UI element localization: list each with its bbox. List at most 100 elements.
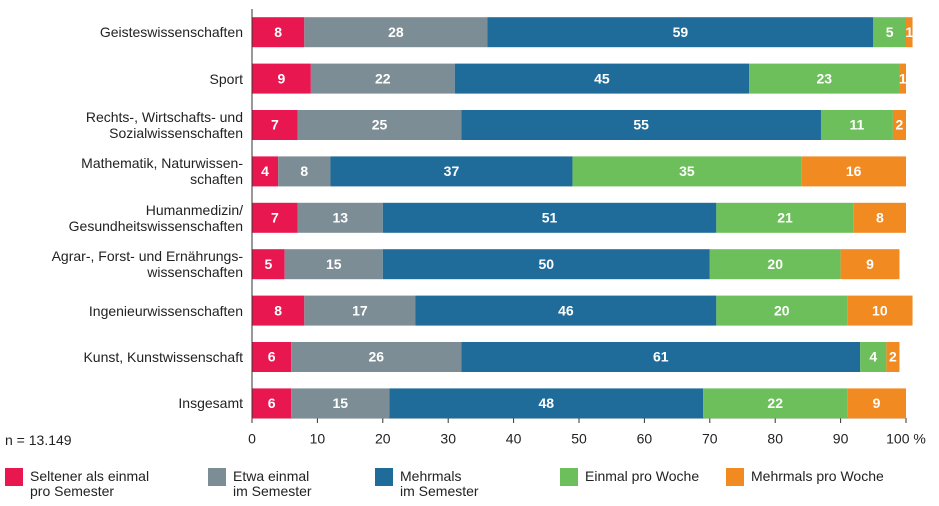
data-label: 9 bbox=[866, 256, 874, 272]
category-label: Insgesamt bbox=[178, 395, 243, 412]
data-label: 59 bbox=[673, 24, 689, 40]
bar-segment bbox=[461, 110, 821, 140]
bar-segment bbox=[252, 388, 292, 419]
data-label: 11 bbox=[850, 117, 865, 133]
data-label: 46 bbox=[558, 302, 574, 318]
bar-segment bbox=[461, 342, 861, 372]
x-tick-label: 40 bbox=[506, 431, 522, 447]
legend-label: Einmal pro Woche bbox=[585, 468, 700, 484]
bar-segment bbox=[252, 17, 305, 48]
data-label: 9 bbox=[278, 70, 286, 86]
x-tick-label: 30 bbox=[440, 431, 456, 447]
bar-segment bbox=[873, 17, 906, 48]
x-tick-label: 50 bbox=[571, 431, 587, 447]
bar-segment bbox=[382, 202, 717, 233]
bar-segment bbox=[310, 63, 455, 94]
data-label: 50 bbox=[539, 256, 555, 272]
x-tick-label: 20 bbox=[375, 431, 391, 447]
bar-segment bbox=[847, 295, 913, 326]
legend-label: Mehrmals pro Woche bbox=[751, 468, 884, 484]
data-label: 35 bbox=[679, 163, 695, 179]
bar-segment bbox=[252, 202, 298, 233]
legend-label: Mehrmals im Semester bbox=[400, 468, 479, 499]
bar-segment bbox=[297, 202, 383, 233]
bar-segment bbox=[454, 63, 750, 94]
legend-swatch bbox=[726, 468, 744, 486]
legend-label: Seltener als einmal pro Semester bbox=[30, 468, 150, 499]
bar-segment bbox=[252, 110, 298, 140]
data-label: 5 bbox=[886, 24, 894, 40]
data-label: 25 bbox=[372, 117, 388, 133]
bar-segment bbox=[840, 249, 900, 280]
bar-segment bbox=[252, 156, 279, 187]
data-label: 23 bbox=[816, 70, 832, 86]
bar-segment bbox=[284, 249, 383, 280]
data-label: 28 bbox=[388, 24, 404, 40]
bar-segment bbox=[382, 249, 710, 280]
bar-segment bbox=[886, 342, 900, 372]
bar-segment bbox=[291, 388, 390, 419]
data-label: 16 bbox=[846, 163, 862, 179]
data-label: 10 bbox=[872, 302, 888, 318]
bar-segment bbox=[892, 110, 906, 140]
bar-segment bbox=[415, 295, 717, 326]
category-label: Rechts-, Wirtschafts- und Sozialwissensc… bbox=[85, 109, 243, 141]
data-label: 20 bbox=[767, 256, 783, 272]
legend-swatch bbox=[375, 468, 393, 486]
x-tick-label: 60 bbox=[637, 431, 653, 447]
bar-segment bbox=[252, 342, 292, 372]
bar-segment bbox=[709, 249, 841, 280]
legend-swatch bbox=[208, 468, 226, 486]
bar-segment bbox=[291, 342, 462, 372]
category-label: Geisteswissenschaften bbox=[99, 24, 243, 41]
data-label: 21 bbox=[777, 210, 793, 226]
data-label: 22 bbox=[375, 70, 391, 86]
data-label: 1 bbox=[905, 24, 913, 40]
bar-segment bbox=[304, 17, 488, 48]
bar-segment bbox=[304, 295, 416, 326]
data-label: 13 bbox=[333, 210, 349, 226]
bar-segment bbox=[716, 202, 854, 233]
x-tick-label: 10 bbox=[310, 431, 326, 447]
data-label: 45 bbox=[594, 70, 610, 86]
data-label: 37 bbox=[444, 163, 460, 179]
x-tick-label: 0 bbox=[248, 431, 256, 447]
bar-segment bbox=[278, 156, 331, 187]
data-label: 15 bbox=[326, 256, 342, 272]
bar-segment bbox=[572, 156, 802, 187]
x-tick-label: 70 bbox=[702, 431, 718, 447]
data-label: 6 bbox=[268, 395, 276, 411]
category-label: Sport bbox=[209, 70, 243, 87]
category-label: Humanmedizin/ Gesundheitswissenschaften bbox=[68, 201, 243, 234]
bar-segment bbox=[820, 110, 893, 140]
bar-segment bbox=[716, 295, 848, 326]
bar-segment bbox=[252, 63, 311, 94]
category-label: Mathematik, Naturwissen- schaften bbox=[81, 155, 243, 188]
bar-segment bbox=[487, 17, 874, 48]
data-label: 8 bbox=[274, 302, 282, 318]
bar-segment bbox=[252, 295, 305, 326]
data-label: 8 bbox=[300, 163, 308, 179]
data-label: 22 bbox=[767, 395, 783, 411]
note: n = 13.149 bbox=[5, 432, 72, 448]
x-tick-label: 80 bbox=[767, 431, 783, 447]
bar-segment bbox=[853, 202, 906, 233]
data-label: 1 bbox=[899, 70, 907, 86]
data-label: 7 bbox=[271, 117, 279, 133]
bar-segment bbox=[906, 17, 913, 48]
data-label: 2 bbox=[889, 349, 897, 365]
data-label: 17 bbox=[352, 302, 368, 318]
bar-segment bbox=[899, 63, 906, 94]
data-label: 9 bbox=[873, 395, 881, 411]
data-label: 55 bbox=[633, 117, 649, 133]
data-label: 48 bbox=[539, 395, 555, 411]
category-label: Agrar-, Forst- und Ernährungs- wissensch… bbox=[51, 248, 243, 281]
x-tick-label: 100 % bbox=[886, 431, 926, 447]
data-label: 5 bbox=[264, 256, 272, 272]
x-tick-label: 90 bbox=[833, 431, 849, 447]
data-label: 8 bbox=[274, 24, 282, 40]
data-label: 4 bbox=[869, 349, 877, 365]
data-label: 7 bbox=[271, 210, 279, 226]
